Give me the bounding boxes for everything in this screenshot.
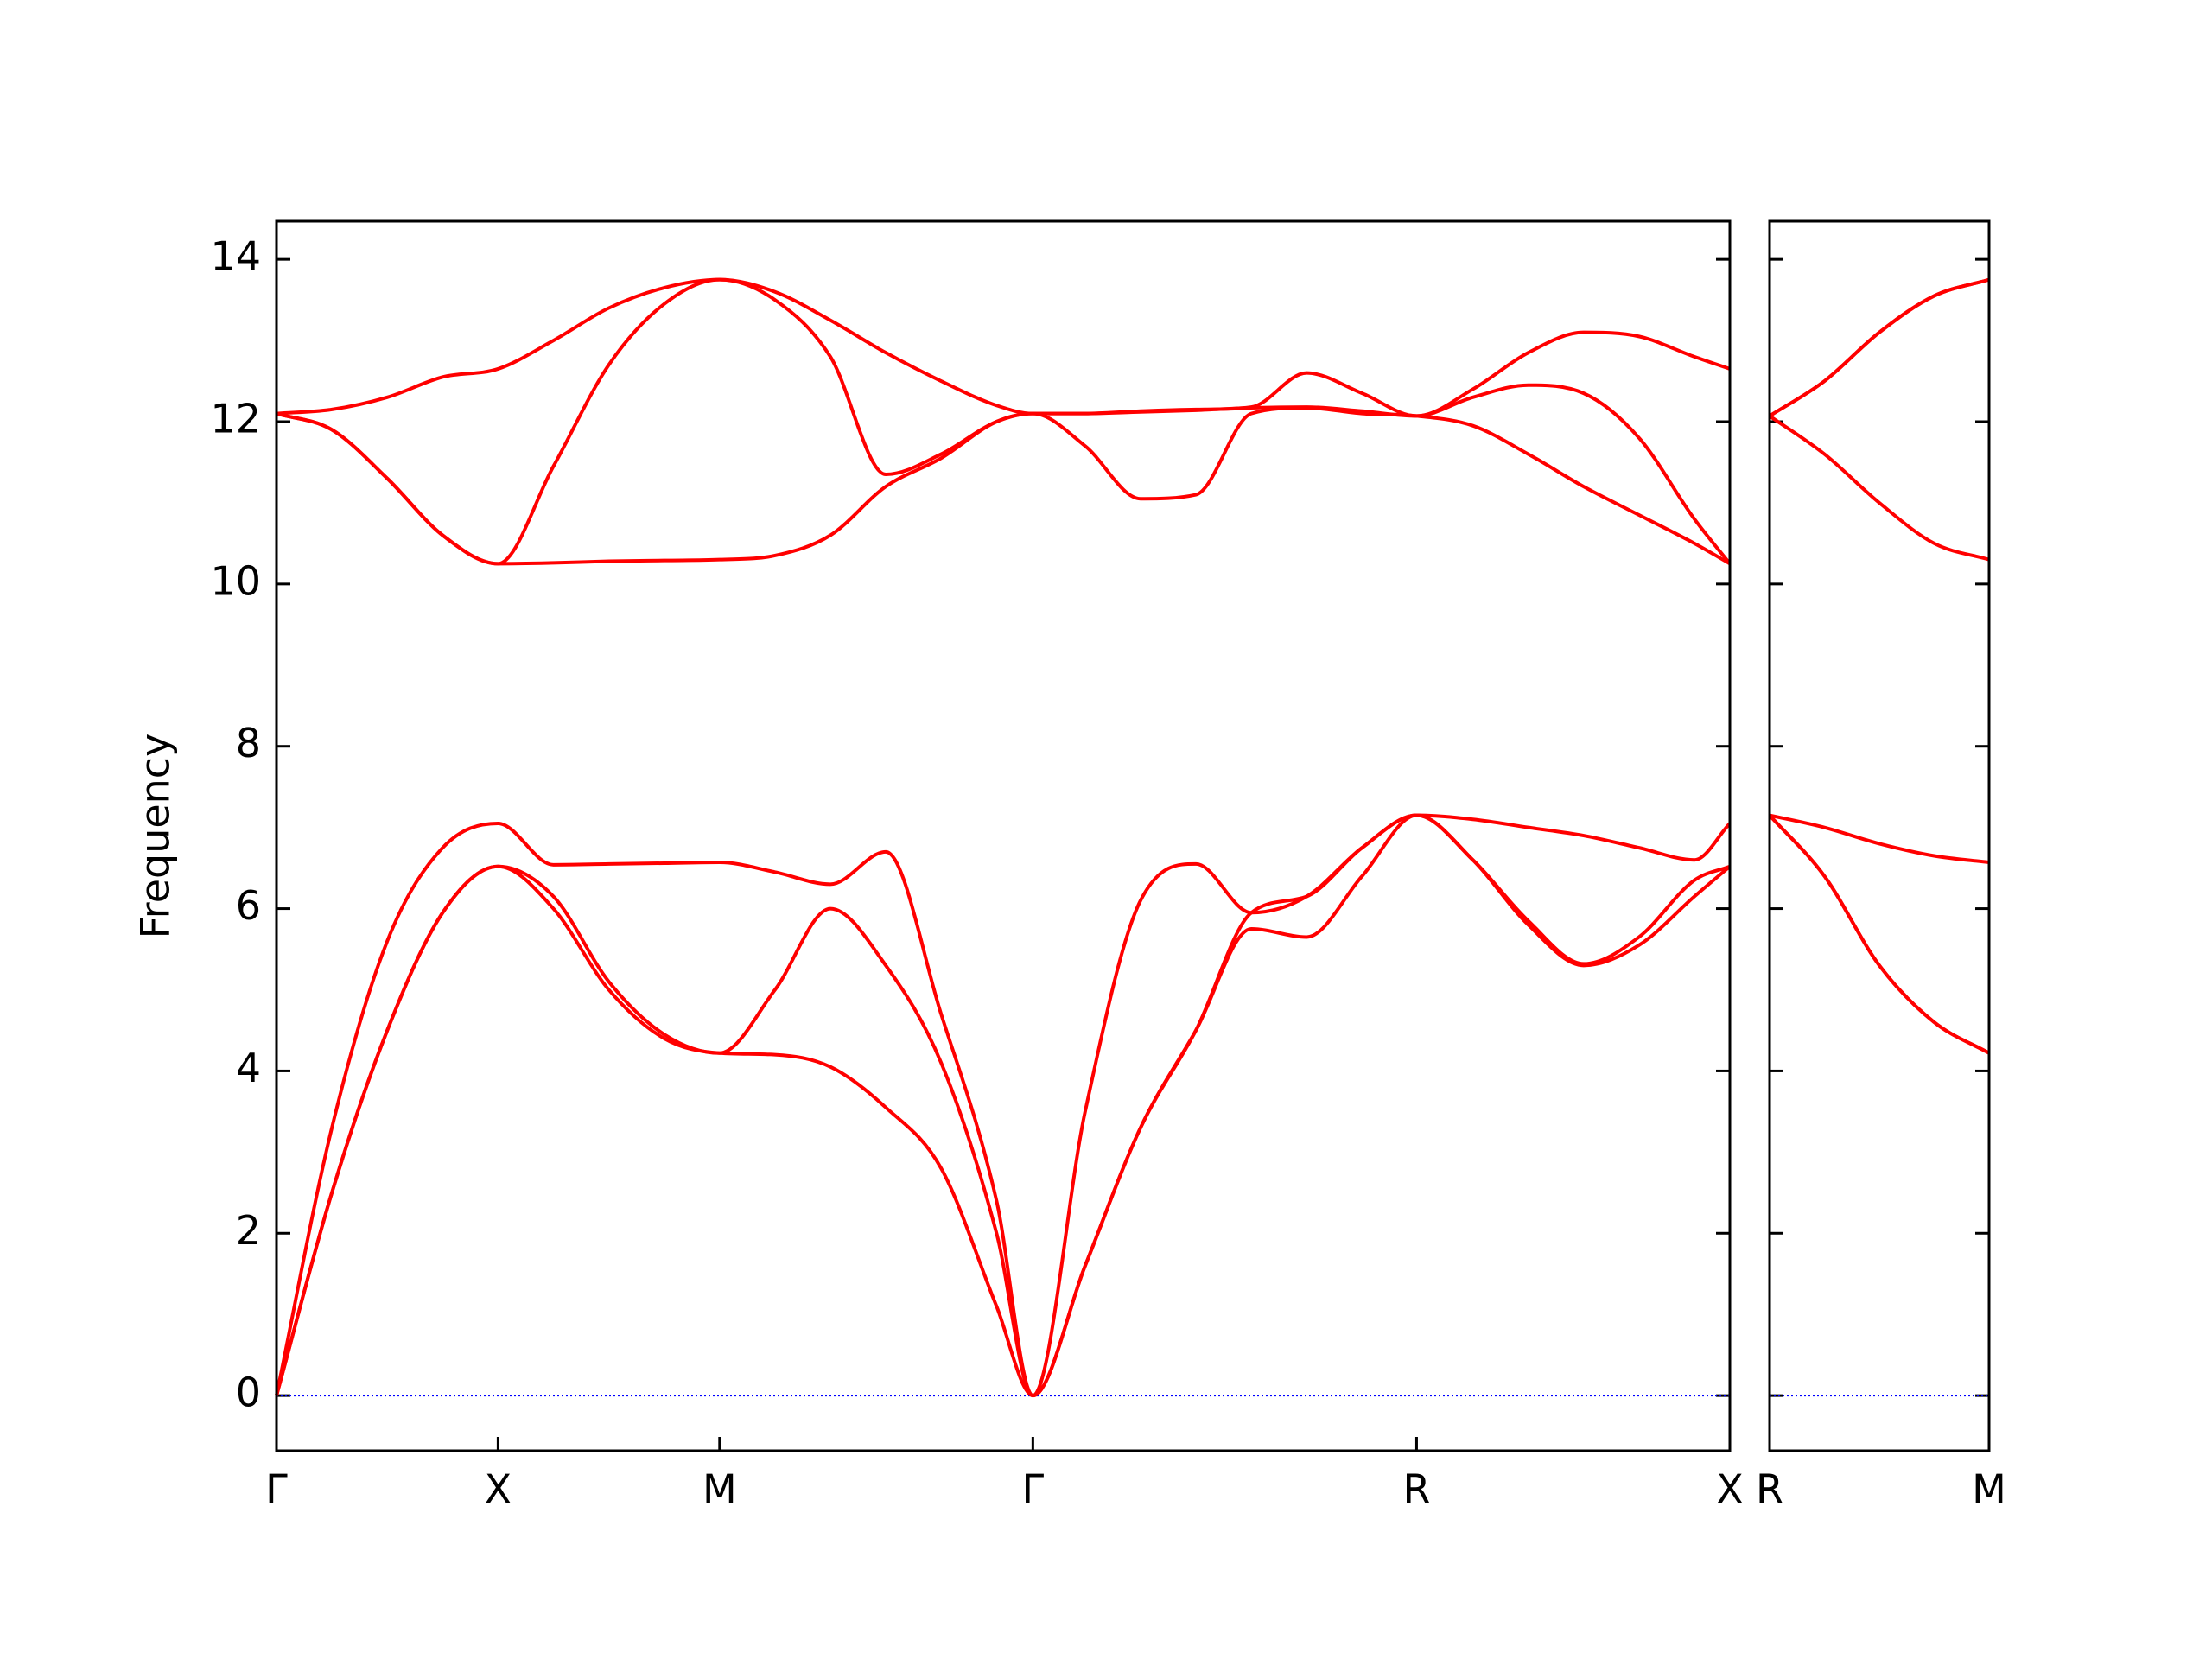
- band-line: [275, 813, 1731, 1398]
- x-tick-label: R: [1402, 1466, 1430, 1513]
- x-tick-label: M: [702, 1466, 737, 1513]
- band-line: [275, 813, 1732, 1398]
- band-line: [1768, 414, 1990, 562]
- y-tick-label: 10: [210, 557, 261, 604]
- x-tick-label: Γ: [265, 1466, 288, 1513]
- x-tick-label: X: [1716, 1466, 1744, 1513]
- plot-frame: [1768, 219, 1991, 1452]
- y-tick-label: 4: [236, 1045, 261, 1091]
- y-tick-label: 12: [210, 396, 261, 442]
- x-tick-label: M: [1972, 1466, 2006, 1513]
- band-line: [1769, 813, 1990, 865]
- y-tick-label: 0: [236, 1370, 261, 1416]
- y-tick-label: 6: [236, 882, 261, 929]
- plot-frame: [275, 219, 1732, 1452]
- band-line: [1768, 814, 1990, 1055]
- x-tick-label: X: [485, 1466, 512, 1513]
- band-line: [276, 277, 1732, 566]
- y-tick-label: 14: [210, 233, 261, 280]
- x-tick-label: R: [1756, 1466, 1783, 1513]
- x-tick-label: Γ: [1022, 1466, 1045, 1513]
- band-line: [276, 277, 1731, 418]
- band-line: [1768, 277, 1990, 418]
- y-tick-label: 8: [236, 720, 261, 766]
- band-line: [276, 406, 1731, 566]
- y-axis-label: Frequency: [132, 734, 179, 939]
- y-tick-label: 2: [236, 1207, 261, 1254]
